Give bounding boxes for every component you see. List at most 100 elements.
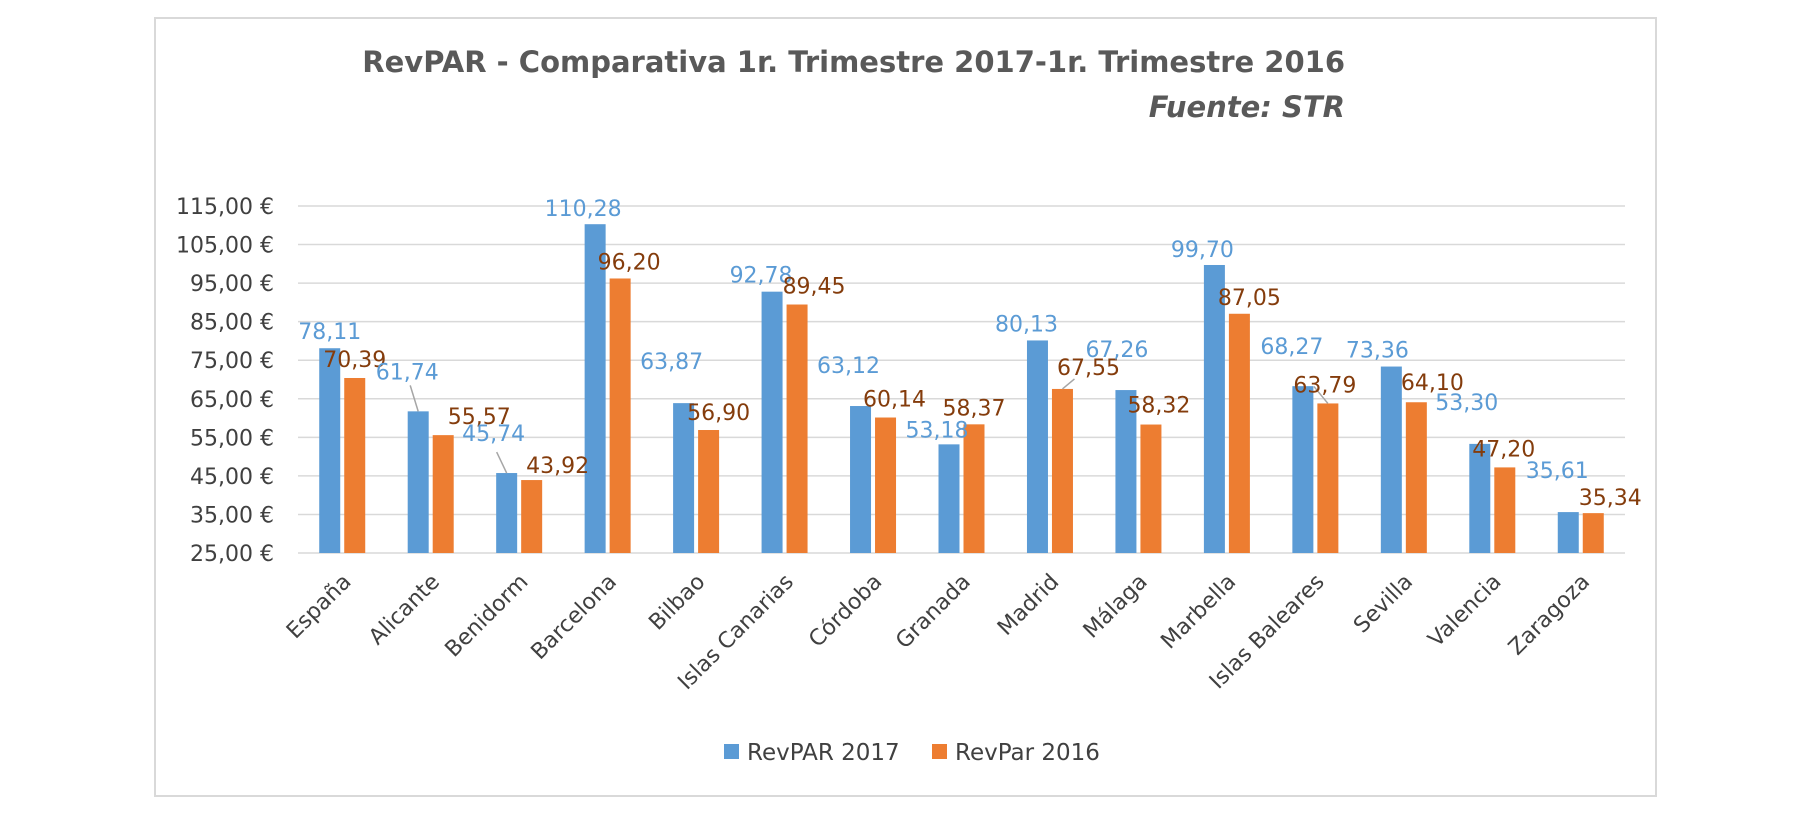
category-label: Bilbao — [644, 570, 710, 636]
category-label: Sevilla — [1349, 570, 1418, 639]
legend: RevPAR 2017 RevPar 2016 — [724, 740, 1100, 766]
bar-revpar-2017 — [938, 444, 960, 553]
data-label-revpar-2016: 64,10 — [1401, 371, 1464, 396]
data-label-revpar-2017: 68,27 — [1260, 335, 1323, 360]
y-tick-label: 105,00 € — [176, 234, 274, 259]
bar-revpar-2016 — [1228, 313, 1250, 553]
legend-label-revpar-2016: RevPar 2016 — [955, 740, 1100, 766]
y-tick-label: 85,00 € — [190, 311, 274, 336]
bar-revpar-2016 — [609, 278, 631, 553]
chart-title: RevPAR - Comparativa 1r. Trimestre 2017-… — [362, 45, 1345, 79]
bar-revpar-2016 — [1405, 402, 1427, 553]
data-label-revpar-2017: 63,87 — [640, 350, 703, 375]
bar-revpar-2017 — [850, 406, 872, 553]
category-label: Zaragoza — [1504, 570, 1595, 661]
data-label-revpar-2016: 35,34 — [1579, 486, 1642, 511]
bar-revpar-2016 — [963, 424, 985, 553]
gridlines — [298, 205, 1625, 554]
data-label-revpar-2017: 63,12 — [817, 354, 880, 379]
leader-lines — [409, 378, 1329, 474]
category-label: Alicante — [364, 570, 445, 651]
y-tick-label: 35,00 € — [190, 503, 274, 528]
category-label: Granada — [891, 570, 975, 654]
bar-revpar-2017 — [1469, 443, 1491, 553]
data-label-revpar-2016: 56,90 — [687, 401, 750, 426]
bar-revpar-2016 — [344, 377, 366, 553]
bars — [319, 224, 1604, 553]
data-label-revpar-2017: 35,61 — [1526, 459, 1589, 484]
chart-subtitle: Fuente: STR — [1149, 90, 1345, 124]
bar-revpar-2017 — [496, 473, 518, 553]
y-tick-label: 75,00 € — [190, 349, 274, 374]
data-label-revpar-2016: 58,32 — [1127, 394, 1190, 419]
data-label-revpar-2017: 45,74 — [462, 422, 525, 447]
bar-revpar-2016 — [875, 417, 897, 553]
y-tick-label: 115,00 € — [176, 195, 274, 220]
category-label: Madrid — [993, 570, 1064, 641]
data-label-revpar-2017: 99,70 — [1171, 238, 1234, 263]
y-tick-label: 25,00 € — [190, 542, 274, 567]
category-label: Marbella — [1156, 570, 1241, 655]
category-label: Benidorm — [441, 570, 534, 663]
data-label-revpar-2017: 80,13 — [995, 312, 1058, 337]
data-label-revpar-2017: 53,30 — [1435, 391, 1498, 416]
bar-revpar-2016 — [786, 304, 808, 553]
category-label: Málaga — [1079, 570, 1153, 644]
bar-revpar-2017 — [1026, 340, 1048, 553]
bar-revpar-2017 — [319, 348, 341, 553]
data-label-revpar-2016: 70,39 — [323, 348, 386, 373]
data-label-revpar-2016: 67,55 — [1057, 356, 1120, 381]
data-label-revpar-2016: 47,20 — [1472, 437, 1535, 462]
leader-line — [1061, 378, 1075, 390]
y-tick-label: 65,00 € — [190, 388, 274, 413]
bar-revpar-2016 — [1051, 388, 1073, 553]
bar-revpar-2016 — [521, 480, 543, 553]
data-label-revpar-2016: 43,92 — [526, 454, 589, 479]
data-label-revpar-2016: 55,57 — [448, 405, 511, 430]
bar-revpar-2017 — [673, 403, 695, 553]
data-label-revpar-2017: 92,78 — [730, 264, 793, 289]
y-axis-ticks: 25,00 € 35,00 € 45,00 € 55,00 € 65,00 € 75,00… — [176, 195, 274, 567]
data-label-revpar-2016: 58,37 — [943, 396, 1006, 421]
data-label-revpar-2017: 73,36 — [1346, 339, 1409, 364]
y-tick-label: 45,00 € — [190, 465, 274, 490]
data-label-revpar-2016: 63,79 — [1293, 373, 1356, 398]
data-label-revpar-2016: 60,14 — [863, 388, 926, 413]
category-label: Valencia — [1424, 570, 1507, 653]
leader-line — [495, 451, 508, 474]
leader-line — [409, 385, 419, 412]
legend-swatch-revpar-2017 — [724, 744, 739, 759]
data-label-revpar-2017: 61,74 — [376, 360, 439, 385]
bar-revpar-2017 — [1292, 386, 1314, 553]
bar-revpar-2017 — [584, 224, 606, 553]
data-label-revpar-2017: 110,28 — [545, 197, 622, 222]
category-label: Barcelona — [527, 570, 622, 665]
bar-revpar-2017 — [407, 411, 429, 553]
bar-revpar-2017 — [1380, 366, 1402, 553]
bar-revpar-2016 — [1140, 424, 1162, 553]
legend-label-revpar-2017: RevPAR 2017 — [747, 740, 900, 766]
bar-revpar-2017 — [1203, 264, 1225, 553]
bar-revpar-2017 — [1557, 512, 1579, 553]
data-label-revpar-2016: 96,20 — [598, 250, 661, 275]
data-label-revpar-2017: 67,26 — [1085, 338, 1148, 363]
bar-revpar-2017 — [1115, 390, 1137, 553]
data-label-revpar-2017: 78,11 — [298, 320, 361, 345]
data-label-revpar-2016: 87,05 — [1218, 286, 1281, 311]
leader-line — [1313, 385, 1329, 404]
legend-swatch-revpar-2016 — [932, 744, 947, 759]
category-label: Córdoba — [804, 570, 887, 653]
bar-revpar-2017 — [761, 291, 783, 553]
y-tick-label: 95,00 € — [190, 272, 274, 297]
category-label: España — [282, 570, 356, 644]
y-tick-label: 55,00 € — [190, 426, 274, 451]
bar-revpar-2016 — [1494, 467, 1516, 553]
data-label-revpar-2016: 89,45 — [783, 275, 846, 300]
bar-revpar-2016 — [1317, 403, 1339, 553]
bar-revpar-2016 — [432, 435, 454, 553]
data-label-revpar-2017: 53,18 — [906, 418, 969, 443]
bar-revpar-2016 — [698, 430, 720, 553]
